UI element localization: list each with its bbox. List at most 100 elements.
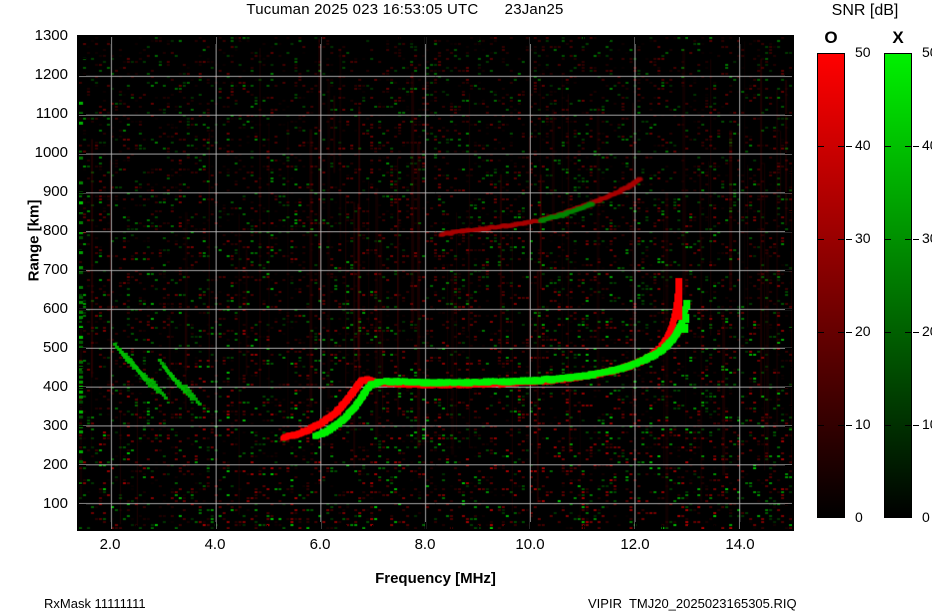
x-tick-14 <box>740 37 741 44</box>
x-minor-tick <box>346 37 347 41</box>
edge-sounding-tick <box>787 38 793 39</box>
y-minor-tick <box>788 133 792 134</box>
source-file-label: VIPIR TMJ20_2025023165305.RIQ <box>588 596 797 611</box>
y-tick-label-600: 600 <box>42 300 68 317</box>
y-minor-tick <box>788 211 792 212</box>
y-tick-400 <box>785 387 792 388</box>
x-tick-12 <box>635 522 636 529</box>
y-tick-200 <box>79 465 86 466</box>
y-tick-1000 <box>785 153 792 154</box>
y-tick-1200 <box>79 75 86 76</box>
x-minor-tick <box>267 37 268 41</box>
x-minor-tick <box>136 525 137 529</box>
y-tick-500 <box>79 348 86 349</box>
x-minor-tick <box>162 525 163 529</box>
x-minor-tick <box>399 525 400 529</box>
colorbar-label-10: 10 <box>922 416 932 432</box>
colorbar-tick <box>905 239 912 240</box>
y-tick-600 <box>785 309 792 310</box>
x-tick-label-8: 8.0 <box>414 536 436 553</box>
x-minor-tick <box>583 525 584 529</box>
colorbar-title: SNR [dB] <box>831 2 899 19</box>
edge-sounding-tick <box>80 46 86 47</box>
colorbar-label-10: 10 <box>855 416 871 432</box>
colorbar-tick <box>817 146 824 147</box>
colorbar-tick <box>817 425 824 426</box>
y-tick-label-1200: 1200 <box>34 66 68 83</box>
colorbar-tick-outer <box>913 239 919 240</box>
edge-sounding-tick <box>787 46 793 47</box>
x-tick-2 <box>110 522 111 529</box>
x-tick-10 <box>530 37 531 44</box>
colorbar-tick-outer <box>913 146 919 147</box>
x-minor-tick <box>767 525 768 529</box>
y-tick-500 <box>785 348 792 349</box>
y-minor-tick <box>788 523 792 524</box>
x-minor-tick <box>267 525 268 529</box>
y-minor-tick <box>79 406 83 407</box>
ionogram-canvas[interactable] <box>79 37 792 529</box>
colorbar-o-header: O <box>824 28 838 47</box>
colorbar-x-gradient <box>884 53 912 518</box>
y-tick-label-800: 800 <box>42 222 68 239</box>
y-tick-1100 <box>79 114 86 115</box>
edge-sounding-tick <box>787 50 793 51</box>
x-minor-tick <box>478 37 479 41</box>
x-minor-tick <box>188 37 189 41</box>
ionogram-plot[interactable] <box>78 36 793 530</box>
x-tick-4 <box>215 522 216 529</box>
x-minor-tick <box>372 37 373 41</box>
x-tick-label-12: 12.0 <box>620 536 650 553</box>
x-minor-tick <box>793 525 794 529</box>
colorbar-label-40: 40 <box>922 137 932 153</box>
y-tick-200 <box>785 465 792 466</box>
edge-sounding-tick <box>80 58 86 59</box>
y-minor-tick <box>79 367 83 368</box>
y-tick-800 <box>79 231 86 232</box>
page-title: Tucuman 2025 023 16:53:05 UTC 23Jan25 <box>246 1 564 18</box>
colorbar-o-gradient <box>817 53 845 518</box>
x-minor-tick <box>346 525 347 529</box>
x-minor-tick <box>188 525 189 529</box>
y-minor-tick <box>79 133 83 134</box>
x-minor-tick <box>504 525 505 529</box>
colorbar-x-header: X <box>892 28 904 47</box>
y-tick-700 <box>785 270 792 271</box>
x-tick-label-2: 2.0 <box>99 536 121 553</box>
y-minor-tick <box>788 250 792 251</box>
colorbar-tick <box>884 239 891 240</box>
x-tick-8 <box>425 37 426 44</box>
edge-sounding-tick <box>787 42 793 43</box>
y-tick-1100 <box>785 114 792 115</box>
colorbar-tick-outer <box>846 425 852 426</box>
y-tick-700 <box>79 270 86 271</box>
edge-sounding-tick <box>80 54 86 55</box>
x-tick-label-4: 4.0 <box>204 536 226 553</box>
x-minor-tick <box>504 37 505 41</box>
edge-sounding-tick <box>80 50 86 51</box>
y-tick-1200 <box>785 75 792 76</box>
x-minor-tick <box>83 525 84 529</box>
x-minor-tick <box>662 525 663 529</box>
colorbar-label-30: 30 <box>855 230 871 246</box>
x-minor-tick <box>556 525 557 529</box>
y-minor-tick <box>788 172 792 173</box>
x-tick-6 <box>320 37 321 44</box>
edge-sounding-tick <box>787 58 793 59</box>
y-tick-400 <box>79 387 86 388</box>
x-minor-tick <box>609 525 610 529</box>
y-tick-600 <box>79 309 86 310</box>
colorbar-tick <box>884 146 891 147</box>
x-minor-tick <box>451 37 452 41</box>
y-tick-300 <box>785 426 792 427</box>
colorbar-tick <box>884 425 891 426</box>
x-minor-tick <box>241 525 242 529</box>
rxmask-label: RxMask 11111111 <box>44 596 146 611</box>
colorbar-tick <box>817 239 824 240</box>
colorbar-tick <box>838 332 845 333</box>
x-minor-tick <box>688 525 689 529</box>
colorbar-tick <box>838 239 845 240</box>
x-tick-6 <box>320 522 321 529</box>
y-minor-tick <box>79 445 83 446</box>
y-minor-tick <box>79 484 83 485</box>
